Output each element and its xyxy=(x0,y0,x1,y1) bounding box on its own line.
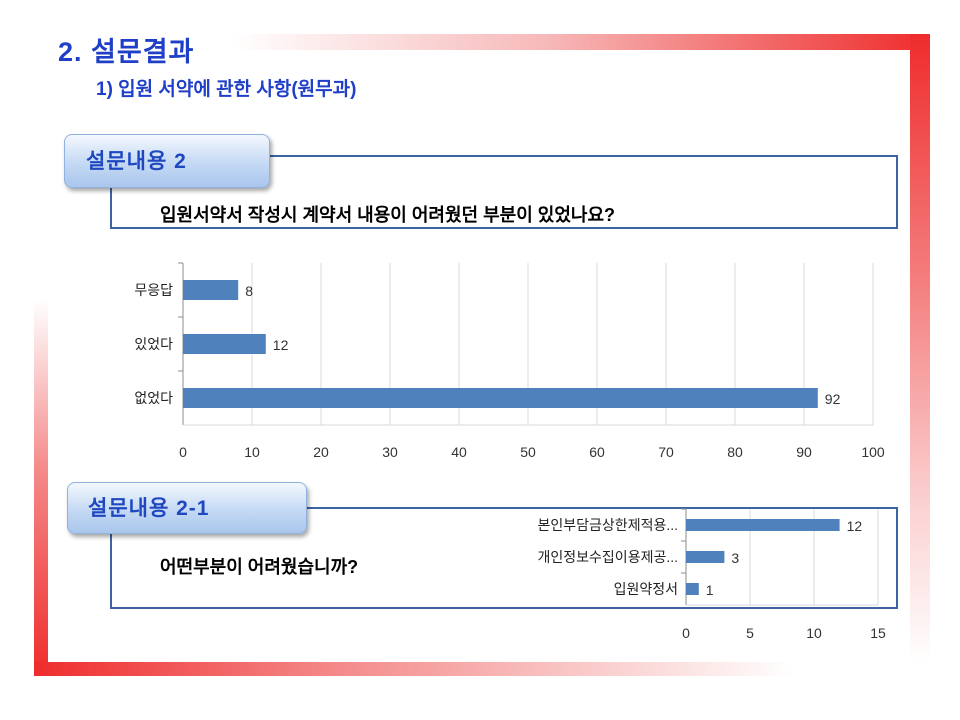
category-label: 무응답 xyxy=(134,282,173,298)
x-tick-label: 30 xyxy=(382,444,398,460)
x-tick-label: 10 xyxy=(806,625,822,641)
bar xyxy=(183,334,266,354)
x-tick-label: 50 xyxy=(520,444,536,460)
category-label: 입원약정서 xyxy=(614,581,678,597)
x-tick-label: 100 xyxy=(861,444,885,460)
x-tick-label: 60 xyxy=(589,444,605,460)
bar-chart-1: 0 10 20 30 40 50 60 70 80 90 100 무응답 8 있었다 12 없었다 92 xyxy=(134,262,885,460)
x-tick-label: 90 xyxy=(796,444,812,460)
category-label: 없었다 xyxy=(134,390,173,406)
bar xyxy=(686,583,699,595)
slide-title: 2. 설문결과 xyxy=(58,37,195,67)
bar xyxy=(183,280,239,300)
x-tick-label: 0 xyxy=(682,625,690,641)
data-label: 12 xyxy=(847,518,863,534)
bar-chart-2: 0 5 10 15 본인부담금상한제적용... 12 개인정보수집이용제공... 3 입원약정서… xyxy=(538,508,886,641)
data-label: 1 xyxy=(706,582,714,598)
x-tick-label: 80 xyxy=(727,444,743,460)
category-label: 개인정보수집이용제공... xyxy=(538,549,678,565)
slide-subtitle: 1) 입원 서약에 관한 사항(원무과) xyxy=(96,79,357,100)
category-label: 있었다 xyxy=(134,336,173,352)
data-label: 3 xyxy=(731,550,739,566)
frame-top-gradient xyxy=(232,34,930,50)
x-tick-label: 15 xyxy=(870,625,886,641)
survey-label-pill-2 xyxy=(64,134,270,188)
frame-bottom-gradient xyxy=(34,662,794,676)
data-label: 92 xyxy=(825,391,841,407)
survey-label-2: 설문내용 2 xyxy=(86,150,187,173)
data-label: 8 xyxy=(245,283,253,299)
x-tick-label: 5 xyxy=(746,625,754,641)
survey-label-pill-2-1 xyxy=(67,482,307,534)
bar xyxy=(183,388,818,408)
data-label: 12 xyxy=(273,337,289,353)
question-text-2: 입원서약서 작성시 계약서 내용이 어려웠던 부분이 있었나요? xyxy=(160,205,615,225)
x-tick-label: 70 xyxy=(658,444,674,460)
survey-label-2-1: 설문내용 2-1 xyxy=(88,497,210,520)
bar xyxy=(686,519,840,531)
question-text-2-1: 어떤부분이 어려웠습니까? xyxy=(160,557,359,577)
x-tick-label: 0 xyxy=(179,444,187,460)
x-tick-label: 20 xyxy=(313,444,329,460)
frame-left-gradient xyxy=(34,300,48,676)
bar xyxy=(686,551,725,563)
frame-right-gradient xyxy=(910,34,930,664)
x-tick-label: 40 xyxy=(451,444,467,460)
category-label: 본인부담금상한제적용... xyxy=(538,517,678,533)
x-tick-label: 10 xyxy=(244,444,260,460)
